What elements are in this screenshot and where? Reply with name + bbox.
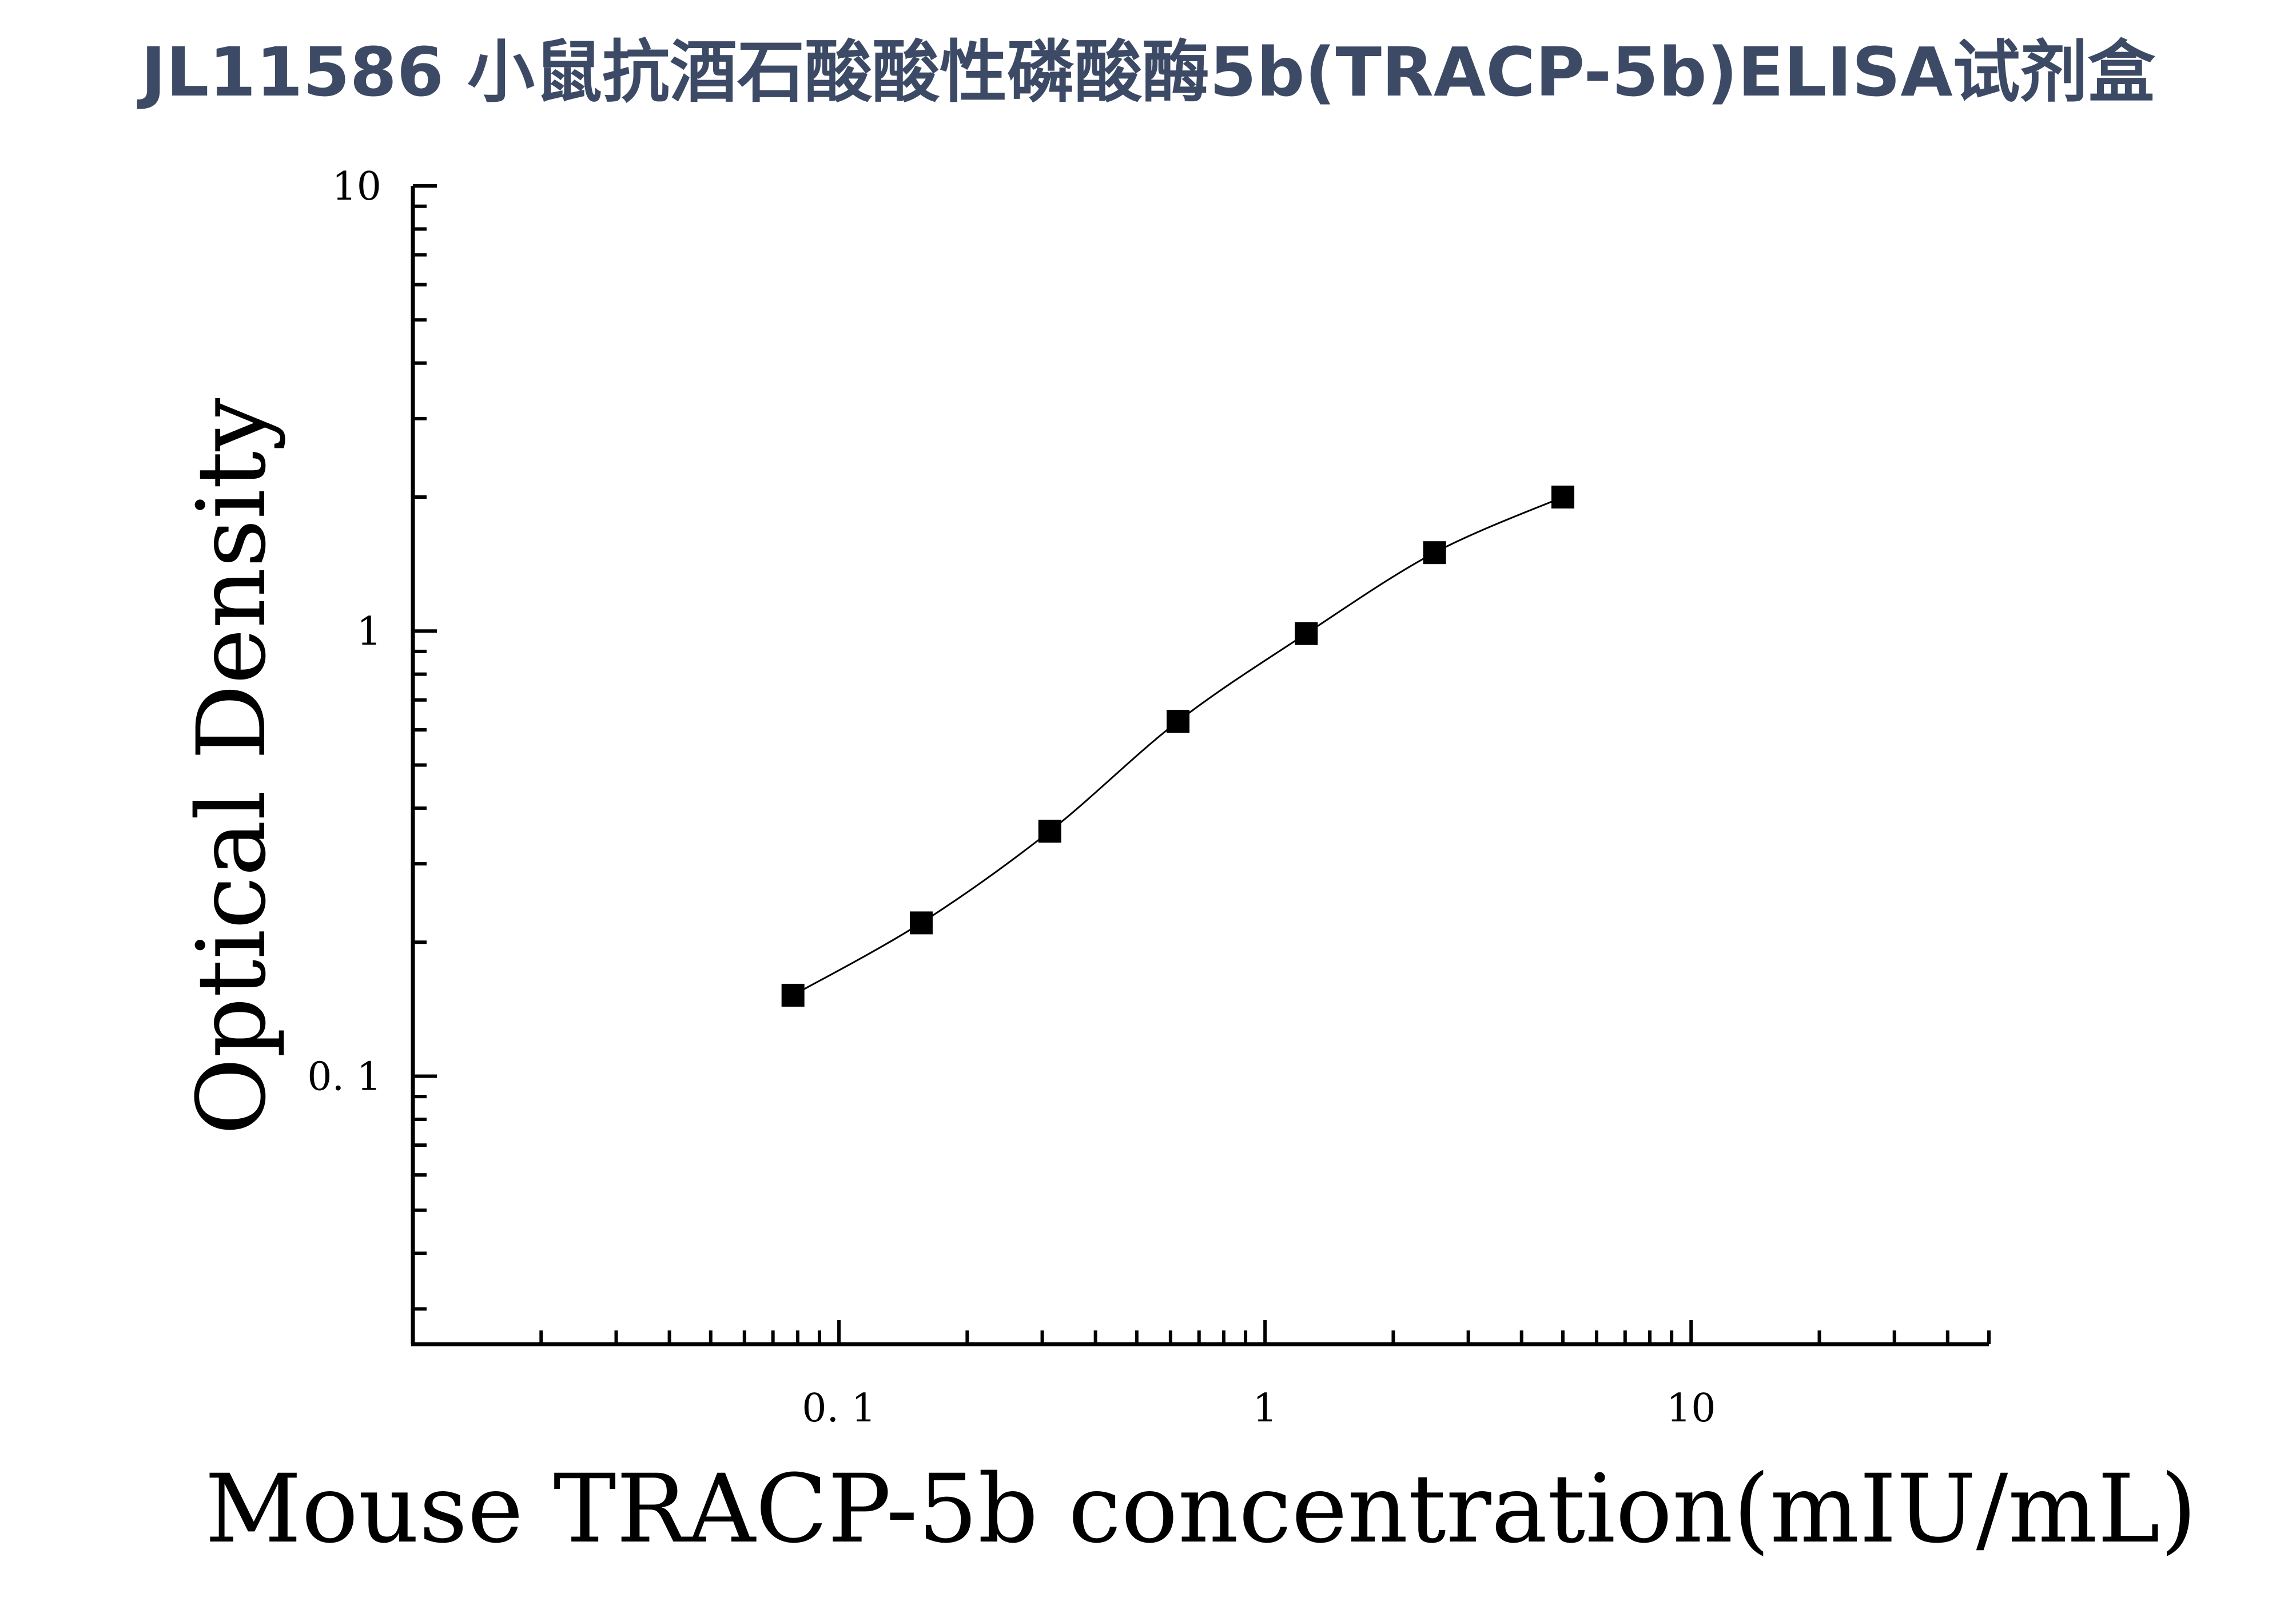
- x-axis-label: Mouse TRACP-5b concentration(mIU/mL): [205, 1454, 2196, 1564]
- data-point-marker: [1167, 710, 1190, 733]
- y-tick-label: 0. 1: [307, 1054, 381, 1099]
- y-tick-label: 1: [357, 609, 381, 654]
- x-axis-ticks: 0. 1 1 10: [411, 1320, 1991, 1431]
- x-tick-label: 10: [1666, 1386, 1716, 1431]
- data-point-marker: [1551, 485, 1574, 508]
- chart-title: JL11586 小鼠抗酒石酸酸性磷酸酶5b(TRACP-5b)ELISA试剂盒: [141, 33, 2155, 112]
- data-point-marker: [909, 911, 933, 935]
- y-axis-label: Optical Density: [177, 398, 286, 1135]
- data-point-marker: [1295, 622, 1318, 645]
- x-tick-label: 0. 1: [802, 1386, 876, 1431]
- data-point-marker: [781, 983, 805, 1007]
- fit-curve-layer: [792, 496, 1563, 996]
- data-points-layer: [781, 485, 1574, 1007]
- fit-curve: [792, 496, 1563, 996]
- y-tick-label: 10: [332, 164, 381, 209]
- data-point-marker: [1038, 820, 1061, 843]
- axes: [411, 186, 1989, 1346]
- x-tick-label: 1: [1253, 1386, 1278, 1431]
- y-axis-ticks: 0. 1 1 10: [307, 164, 437, 1311]
- data-point-marker: [1423, 541, 1446, 565]
